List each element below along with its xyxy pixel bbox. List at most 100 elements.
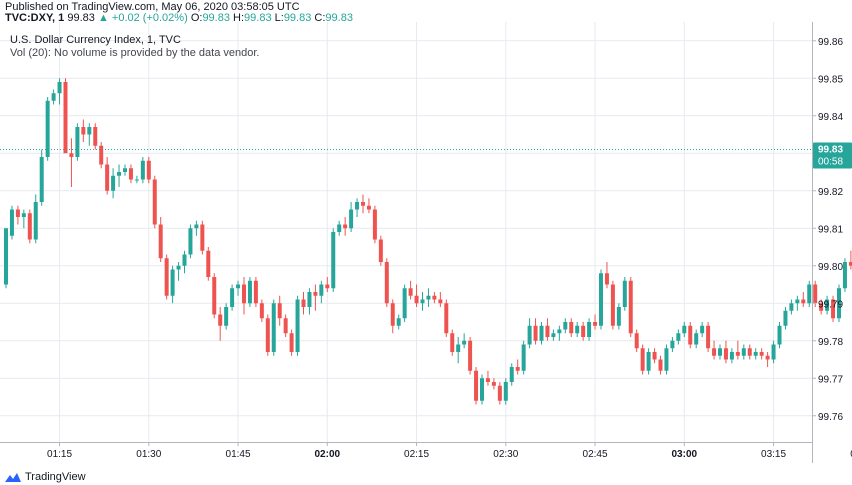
candle-up — [670, 340, 675, 349]
tradingview-logo-icon — [5, 472, 21, 482]
price-badge-countdown: 00:58 — [818, 157, 843, 168]
y-tick-label: 99.79 — [818, 299, 843, 310]
candle-up — [527, 325, 532, 345]
candle-up — [783, 310, 788, 326]
y-tick-label: 99.84 — [818, 112, 843, 123]
y-tick-label: 99.80 — [818, 262, 843, 273]
candle-up — [75, 127, 80, 157]
candle-up — [676, 333, 681, 341]
candle-down — [533, 325, 538, 341]
open-label: O: — [190, 12, 203, 24]
candle-down — [640, 348, 645, 371]
candle-down — [408, 288, 413, 296]
candle-up — [539, 325, 544, 341]
footer: TradingView — [0, 465, 852, 485]
candle-down — [313, 292, 318, 296]
candle-down — [723, 348, 728, 360]
candle-down — [414, 295, 419, 304]
candle-up — [111, 175, 116, 191]
candle-up — [51, 93, 56, 101]
candle-down — [259, 303, 264, 319]
y-tick-label: 99.81 — [818, 224, 843, 235]
candle-down — [289, 333, 294, 352]
candle-up — [741, 348, 746, 356]
candle-down — [515, 367, 520, 371]
candle-up — [599, 273, 603, 326]
candle-up — [622, 280, 627, 307]
candle-down — [634, 333, 639, 349]
candle-down — [485, 378, 490, 382]
legend-volume: Vol (20): No volume is provided by the d… — [10, 47, 260, 59]
chart-area[interactable]: 99.86 99.85 99.84 99.83 99.82 99.81 99.80 99.79… — [0, 22, 852, 463]
y-tick-label: 99.77 — [818, 374, 843, 385]
candle-up — [271, 303, 276, 352]
price-badge — [813, 142, 852, 169]
candle-down — [593, 322, 598, 326]
candle-down — [801, 299, 806, 304]
candle-up — [307, 292, 312, 307]
candle-down — [444, 303, 449, 334]
candle-down — [813, 284, 818, 304]
y-tick-label: 99.82 — [818, 187, 843, 198]
x-tick-label: 02:30 — [493, 449, 518, 460]
candle-down — [468, 340, 473, 371]
candle-up — [295, 299, 300, 352]
candle-up — [57, 82, 62, 94]
candle-up — [771, 344, 776, 360]
y-tick-label: 99.78 — [818, 337, 843, 348]
candle-down — [164, 258, 169, 296]
candle-up — [575, 325, 580, 334]
candle-up — [402, 288, 407, 319]
tradingview-logo[interactable]: TradingView — [4, 471, 86, 483]
candle-up — [182, 254, 187, 266]
candle-down — [747, 348, 752, 356]
candle-up — [236, 284, 241, 289]
candle-up — [176, 265, 181, 270]
candle-down — [759, 352, 764, 356]
high-label: H: — [233, 12, 245, 24]
candle-up — [480, 378, 484, 401]
candle-up — [21, 213, 26, 217]
candle-up — [45, 100, 50, 157]
candle-up — [587, 322, 592, 337]
y-tick-label: 99.76 — [818, 412, 843, 423]
candle-down — [325, 284, 330, 289]
candle-down — [212, 277, 217, 315]
candle-up — [616, 307, 621, 326]
last-price: 99.83 — [67, 12, 95, 24]
candle-up — [140, 160, 145, 180]
candle-down — [81, 127, 86, 135]
candle-up — [188, 228, 193, 255]
ohlc-readout: TVC:DXY, 1 99.83 ▲ +0.02 (+0.02%) O:99.8… — [5, 12, 353, 24]
candle-up — [355, 202, 360, 210]
candle-down — [99, 145, 104, 165]
candle-down — [146, 160, 151, 180]
candle-up — [247, 280, 252, 304]
candle-down — [706, 325, 711, 349]
candle-down — [69, 153, 74, 157]
open-value: 99.83 — [202, 12, 230, 24]
candle-down — [242, 284, 246, 304]
legend-title: U.S. Dollar Currency Index, 1, TVC — [10, 34, 181, 46]
candle-down — [474, 370, 479, 401]
candle-down — [93, 127, 98, 146]
candle-up — [700, 325, 705, 334]
x-tick-label: 02:15 — [404, 449, 429, 460]
candle-down — [15, 209, 20, 217]
x-tick-label: 02:45 — [583, 449, 608, 460]
candle-down — [283, 318, 288, 334]
candle-up — [456, 344, 461, 352]
change-arrow-icon: ▲ — [97, 12, 109, 24]
x-tick-label: 01:30 — [136, 449, 161, 460]
candle-up — [134, 179, 139, 181]
candle-down — [218, 314, 223, 326]
candle-up — [825, 299, 830, 311]
candle-down — [432, 295, 437, 300]
candle-down — [569, 322, 574, 334]
candle-down — [658, 359, 663, 371]
candle-up — [795, 299, 800, 304]
candlestick-chart[interactable]: 99.86 99.85 99.84 99.83 99.82 99.81 99.80 99.79… — [0, 22, 852, 463]
candle-down — [438, 299, 443, 304]
candle-down — [128, 168, 133, 180]
candle-down — [652, 352, 657, 360]
